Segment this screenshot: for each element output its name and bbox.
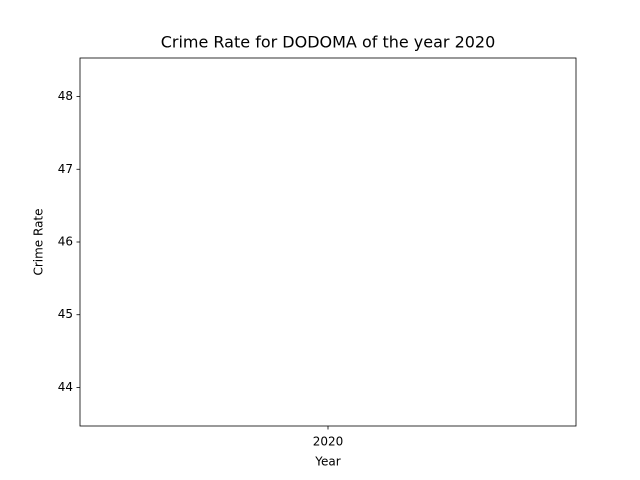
x-tick-label: 2020 (313, 435, 344, 449)
x-axis-label: Year (314, 455, 340, 469)
plot-frame (79, 57, 577, 427)
y-axis-label: Crime Rate (32, 208, 46, 275)
y-tick-label: 44 (58, 380, 73, 394)
y-tick-label: 46 (58, 235, 73, 249)
y-tick-label: 45 (58, 307, 73, 321)
y-tick-label: 47 (58, 162, 73, 176)
chart-title: Crime Rate for DODOMA of the year 2020 (161, 33, 496, 52)
y-tick-label: 48 (58, 89, 73, 103)
